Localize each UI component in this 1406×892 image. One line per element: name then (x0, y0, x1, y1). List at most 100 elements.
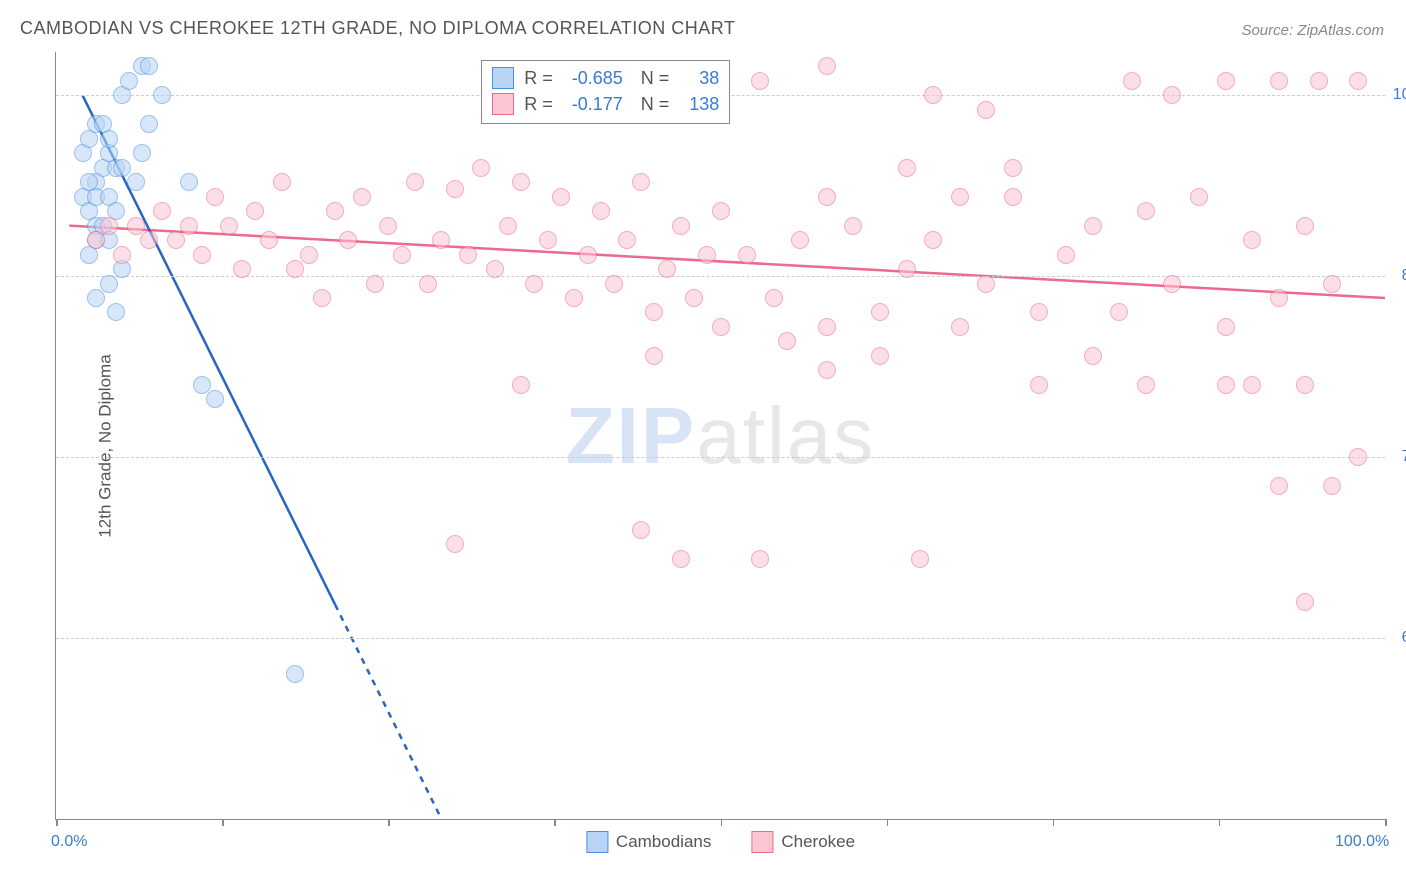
data-point-cherokee (712, 318, 730, 336)
data-point-cherokee (898, 260, 916, 278)
data-point-cherokee (818, 361, 836, 379)
data-point-cherokee (140, 231, 158, 249)
data-point-cherokee (1296, 376, 1314, 394)
data-point-cherokee (1004, 188, 1022, 206)
data-point-cherokee (113, 246, 131, 264)
data-point-cambodian (80, 173, 98, 191)
data-point-cherokee (1323, 477, 1341, 495)
x-tick (1053, 819, 1055, 826)
data-point-cherokee (300, 246, 318, 264)
legend-swatch (492, 67, 514, 89)
data-point-cherokee (672, 217, 690, 235)
data-point-cambodian (107, 303, 125, 321)
legend-item: Cambodians (586, 831, 711, 853)
data-point-cherokee (1310, 72, 1328, 90)
data-point-cherokee (1217, 72, 1235, 90)
x-tick (1219, 819, 1221, 826)
data-point-cherokee (1110, 303, 1128, 321)
data-point-cherokee (924, 86, 942, 104)
x-tick (1385, 819, 1387, 826)
data-point-cherokee (1084, 217, 1102, 235)
data-point-cherokee (512, 376, 530, 394)
data-point-cherokee (778, 332, 796, 350)
data-point-cherokee (419, 275, 437, 293)
data-point-cherokee (565, 289, 583, 307)
x-tick (222, 819, 224, 826)
data-point-cherokee (712, 202, 730, 220)
data-point-cherokee (1217, 318, 1235, 336)
data-point-cherokee (246, 202, 264, 220)
data-point-cherokee (539, 231, 557, 249)
data-point-cherokee (592, 202, 610, 220)
data-point-cherokee (206, 188, 224, 206)
data-point-cambodian (94, 115, 112, 133)
data-point-cherokee (339, 231, 357, 249)
data-point-cherokee (871, 347, 889, 365)
data-point-cherokee (1243, 376, 1261, 394)
legend-swatch (586, 831, 608, 853)
data-point-cherokee (871, 303, 889, 321)
data-point-cherokee (765, 289, 783, 307)
series-legend: Cambodians Cherokee (586, 831, 855, 853)
data-point-cherokee (326, 202, 344, 220)
x-tick (388, 819, 390, 826)
data-point-cherokee (738, 246, 756, 264)
data-point-cambodian (120, 72, 138, 90)
data-point-cherokee (1190, 188, 1208, 206)
legend-swatch (492, 93, 514, 115)
data-point-cherokee (618, 231, 636, 249)
data-point-cherokee (672, 550, 690, 568)
data-point-cambodian (153, 86, 171, 104)
data-point-cherokee (1270, 289, 1288, 307)
data-point-cambodian (193, 376, 211, 394)
data-point-cherokee (1137, 202, 1155, 220)
data-point-cambodian (140, 57, 158, 75)
data-point-cherokee (153, 202, 171, 220)
data-point-cambodian (133, 144, 151, 162)
data-point-cherokee (632, 173, 650, 191)
x-tick (56, 819, 58, 826)
data-point-cherokee (818, 57, 836, 75)
data-point-cherokee (366, 275, 384, 293)
data-point-cherokee (1270, 72, 1288, 90)
data-point-cambodian (140, 115, 158, 133)
y-tick-label: 75.0% (1391, 448, 1406, 466)
data-point-cherokee (818, 188, 836, 206)
x-tick (887, 819, 889, 826)
data-point-cherokee (751, 72, 769, 90)
data-point-cherokee (1057, 246, 1075, 264)
legend-row: R =-0.685N =38 (492, 65, 719, 91)
data-point-cherokee (313, 289, 331, 307)
data-point-cherokee (512, 173, 530, 191)
scatter-chart: CAMBODIAN VS CHEROKEE 12TH GRADE, NO DIP… (0, 0, 1406, 892)
correlation-legend: R =-0.685N =38R =-0.177N =138 (481, 60, 730, 124)
gridline (56, 638, 1385, 639)
data-point-cherokee (379, 217, 397, 235)
legend-item: Cherokee (751, 831, 855, 853)
y-tick-label: 100.0% (1391, 86, 1406, 104)
data-point-cherokee (579, 246, 597, 264)
chart-title: CAMBODIAN VS CHEROKEE 12TH GRADE, NO DIP… (20, 18, 735, 39)
data-point-cherokee (220, 217, 238, 235)
gridline (56, 457, 1385, 458)
data-point-cherokee (924, 231, 942, 249)
data-point-cherokee (1004, 159, 1022, 177)
data-point-cherokee (353, 188, 371, 206)
data-point-cherokee (1349, 72, 1367, 90)
data-point-cherokee (233, 260, 251, 278)
data-point-cherokee (87, 231, 105, 249)
data-point-cambodian (100, 275, 118, 293)
data-point-cherokee (1030, 376, 1048, 394)
data-point-cherokee (1123, 72, 1141, 90)
data-point-cherokee (1217, 376, 1235, 394)
data-point-cherokee (632, 521, 650, 539)
data-point-cherokee (698, 246, 716, 264)
data-point-cherokee (977, 101, 995, 119)
data-point-cherokee (1349, 448, 1367, 466)
data-point-cambodian (206, 390, 224, 408)
x-tick (721, 819, 723, 826)
x-tick-label: 100.0% (1335, 833, 1389, 851)
data-point-cherokee (1163, 86, 1181, 104)
data-point-cherokee (605, 275, 623, 293)
gridline (56, 276, 1385, 277)
